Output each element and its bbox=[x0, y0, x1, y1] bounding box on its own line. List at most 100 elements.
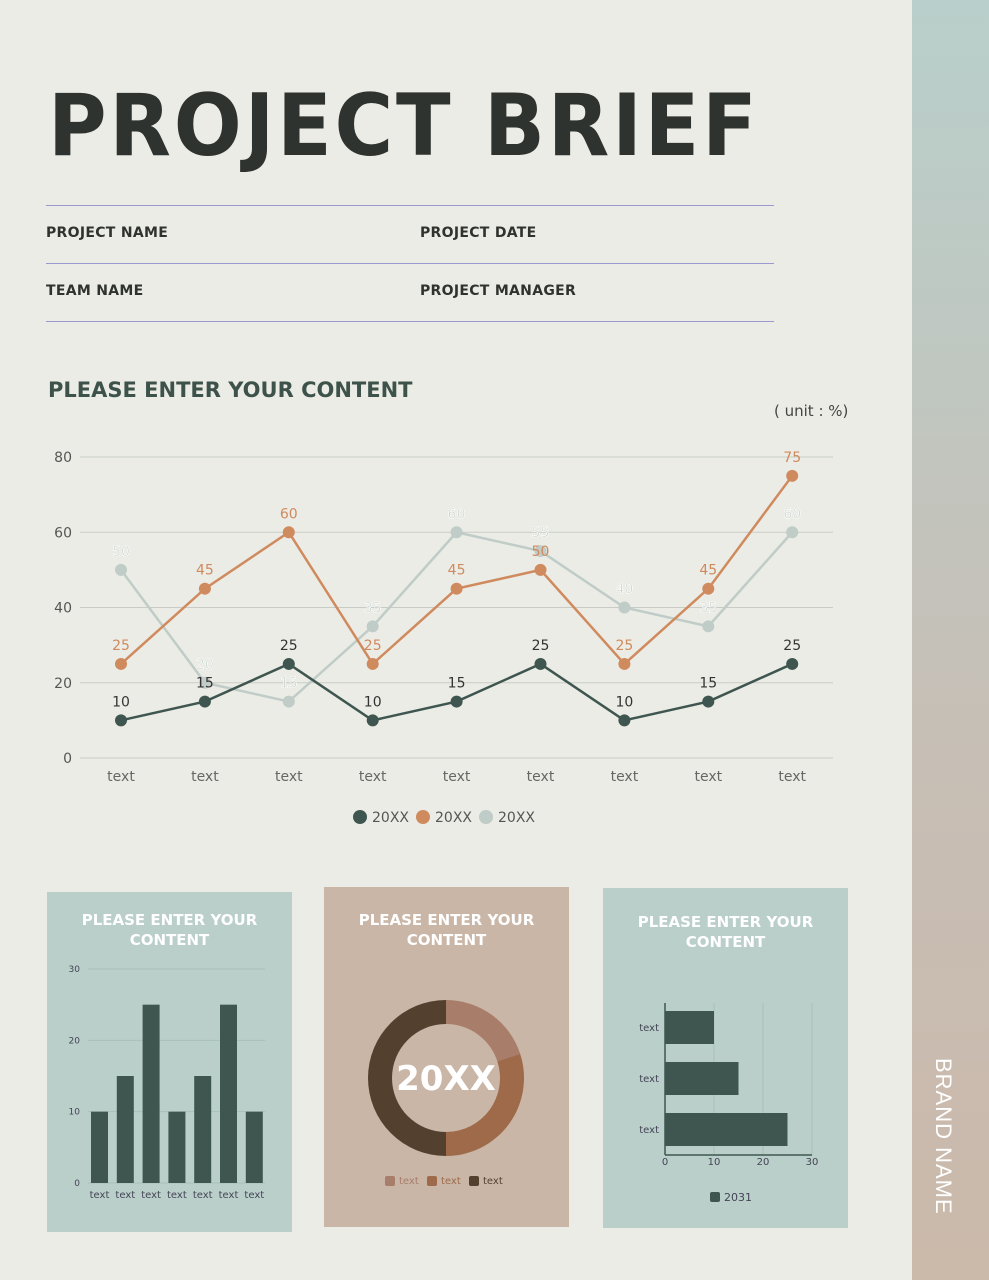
legend-label: 2031 bbox=[724, 1191, 752, 1204]
bar bbox=[142, 1004, 160, 1183]
data-point bbox=[198, 695, 211, 708]
x-tick-label: 10 bbox=[708, 1157, 721, 1168]
data-label: 60 bbox=[448, 506, 466, 522]
y-tick-label: text bbox=[639, 1023, 659, 1034]
donut-slice bbox=[368, 1000, 446, 1156]
bar bbox=[665, 1113, 788, 1146]
data-label: 10 bbox=[112, 694, 130, 710]
data-label: 60 bbox=[783, 506, 801, 522]
legend-label: text bbox=[441, 1176, 461, 1187]
x-tick-label: text bbox=[115, 1190, 135, 1201]
bar bbox=[220, 1004, 237, 1183]
data-point bbox=[618, 601, 631, 614]
data-label: 25 bbox=[615, 638, 633, 654]
legend-label: text bbox=[483, 1176, 503, 1187]
legend-label: 20XX bbox=[372, 810, 409, 826]
data-label: 25 bbox=[112, 638, 130, 654]
x-tick-label: text bbox=[443, 769, 471, 785]
x-tick-label: text bbox=[778, 769, 806, 785]
y-tick-label: text bbox=[639, 1074, 659, 1085]
donut-slice bbox=[446, 1053, 525, 1156]
data-point bbox=[450, 695, 463, 708]
data-point bbox=[702, 620, 715, 633]
project-manager-label: PROJECT MANAGER bbox=[420, 283, 577, 299]
data-point bbox=[450, 582, 463, 595]
data-point bbox=[282, 526, 295, 539]
data-point bbox=[115, 714, 127, 727]
y-tick-label: text bbox=[639, 1125, 659, 1136]
y-tick-label: 20 bbox=[54, 676, 72, 692]
bar bbox=[168, 1111, 186, 1183]
data-point bbox=[198, 582, 211, 595]
x-tick-label: text bbox=[611, 769, 639, 785]
y-tick-label: 80 bbox=[54, 450, 72, 466]
x-tick-label: text bbox=[90, 1190, 110, 1201]
data-label: 15 bbox=[196, 676, 214, 692]
data-point bbox=[786, 469, 799, 482]
x-tick-label: text bbox=[244, 1190, 264, 1201]
project-date-label: PROJECT DATE bbox=[420, 225, 537, 241]
x-tick-label: 20 bbox=[757, 1157, 770, 1168]
bar-chart-title: PLEASE ENTER YOUR CONTENT bbox=[81, 911, 258, 949]
data-point bbox=[702, 582, 715, 595]
bar bbox=[665, 1011, 714, 1044]
data-label: 45 bbox=[448, 563, 466, 579]
y-tick-label: 10 bbox=[69, 1108, 81, 1118]
data-label: 15 bbox=[280, 676, 298, 692]
data-point bbox=[115, 563, 127, 576]
x-tick-label: text bbox=[275, 769, 303, 785]
hbar-chart-panel bbox=[603, 888, 848, 1228]
data-label: 15 bbox=[448, 676, 466, 692]
data-label: 25 bbox=[280, 638, 298, 654]
y-tick-label: 60 bbox=[54, 525, 72, 541]
legend-marker bbox=[469, 1176, 479, 1186]
donut-chart-panel bbox=[324, 887, 569, 1227]
divider bbox=[46, 263, 774, 264]
page-title: PROJECT BRIEF bbox=[48, 76, 760, 176]
y-tick-label: 30 bbox=[69, 965, 81, 975]
divider bbox=[46, 321, 774, 322]
data-point bbox=[786, 657, 799, 670]
data-label: 40 bbox=[615, 582, 633, 598]
divider bbox=[46, 205, 774, 206]
hbar-chart-title: PLEASE ENTER YOUR CONTENT bbox=[637, 913, 814, 951]
section-title: PLEASE ENTER YOUR CONTENT bbox=[48, 378, 413, 402]
legend-label: 20XX bbox=[498, 810, 535, 826]
data-point bbox=[702, 695, 715, 708]
brand-name: BRAND NAME bbox=[931, 1058, 956, 1215]
data-point bbox=[618, 657, 631, 670]
data-label: 25 bbox=[783, 638, 801, 654]
data-label: 35 bbox=[699, 600, 717, 616]
x-tick-label: 30 bbox=[806, 1157, 819, 1168]
data-point bbox=[534, 545, 547, 558]
x-tick-label: text bbox=[359, 769, 387, 785]
data-point bbox=[366, 657, 379, 670]
data-point bbox=[198, 676, 211, 689]
data-label: 25 bbox=[532, 638, 550, 654]
project-name-label: PROJECT NAME bbox=[46, 225, 169, 241]
data-point bbox=[282, 657, 295, 670]
data-point bbox=[534, 657, 547, 670]
y-tick-label: 40 bbox=[54, 601, 72, 617]
data-label: 45 bbox=[699, 563, 717, 579]
bar bbox=[91, 1111, 108, 1183]
x-tick-label: 0 bbox=[662, 1157, 668, 1168]
x-tick-label: text bbox=[167, 1190, 187, 1201]
brand-sidebar bbox=[912, 0, 989, 1280]
series-line bbox=[120, 662, 793, 722]
donut-slice bbox=[446, 1000, 521, 1062]
data-point bbox=[115, 657, 127, 670]
x-tick-label: text bbox=[191, 769, 219, 785]
data-point bbox=[366, 620, 379, 633]
x-tick-label: text bbox=[107, 769, 135, 785]
y-tick-label: 0 bbox=[63, 751, 72, 767]
bar bbox=[116, 1076, 134, 1183]
legend-marker bbox=[416, 810, 430, 824]
legend-marker bbox=[479, 810, 493, 824]
data-label: 10 bbox=[364, 694, 382, 710]
data-label: 10 bbox=[615, 694, 633, 710]
data-point bbox=[534, 563, 547, 576]
data-label: 15 bbox=[699, 676, 717, 692]
x-tick-label: text bbox=[219, 1190, 239, 1201]
